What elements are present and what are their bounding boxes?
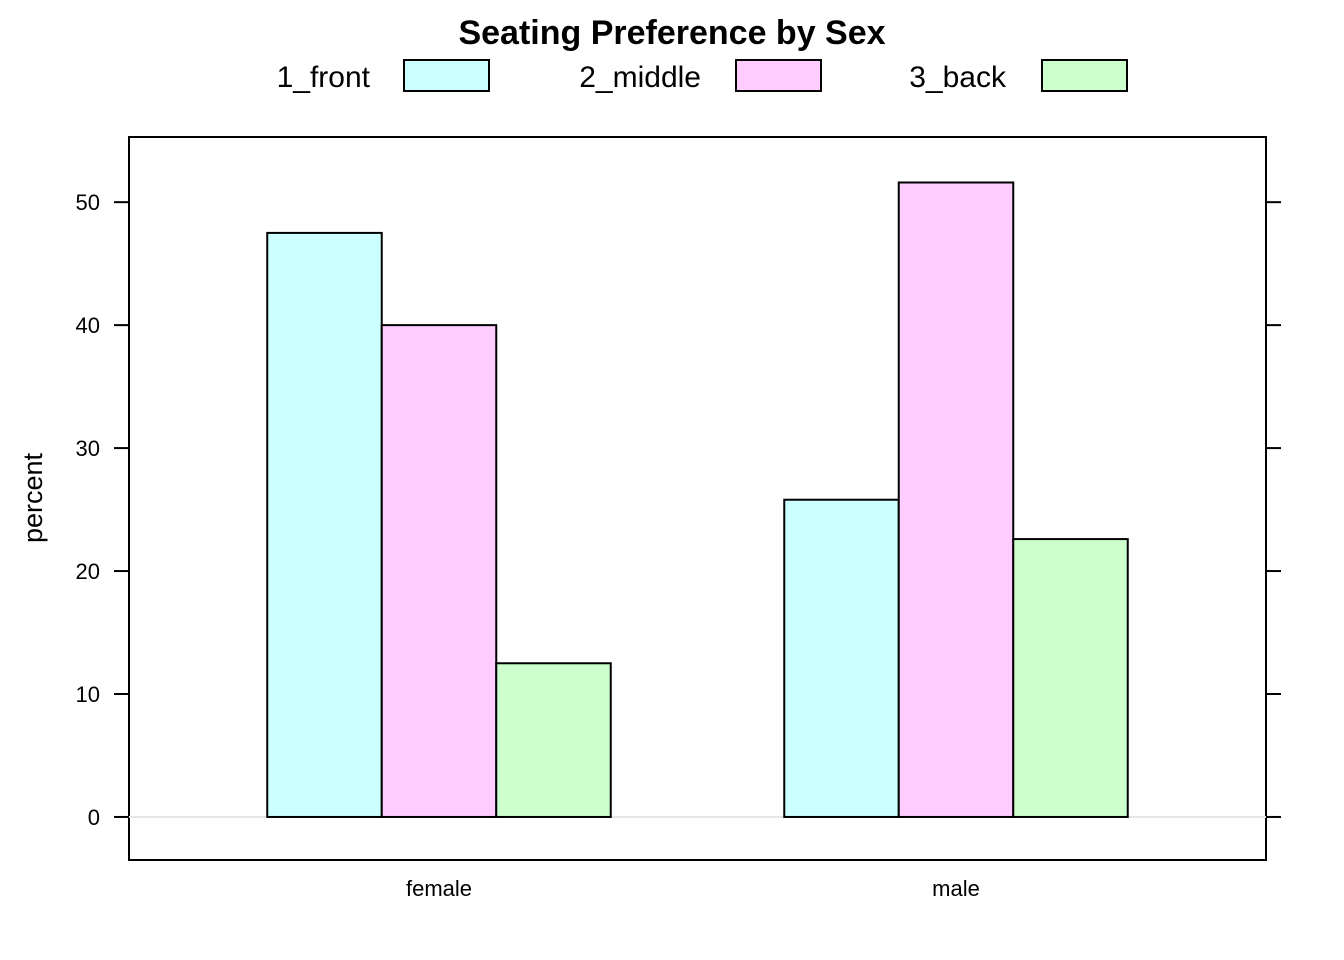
- y-tick-label: 30: [76, 436, 100, 461]
- legend-swatch: [735, 59, 822, 92]
- legend-label: 1_front: [277, 61, 371, 94]
- y-tick-label: 0: [88, 805, 100, 830]
- legend-label: 3_back: [909, 61, 1007, 94]
- y-tick-label: 20: [76, 559, 100, 584]
- y-axis: 0 10 20 30 40 50: [76, 190, 1281, 830]
- y-tick-label: 40: [76, 313, 100, 338]
- bar-male-2_middle: [897, 181, 1015, 818]
- plot-frame: [128, 136, 1267, 861]
- legend: 1_front 2_middle 3_back: [277, 59, 1128, 94]
- bar-female-2_middle: [380, 324, 498, 818]
- x-tick-label: female: [406, 876, 472, 901]
- chart-title: Seating Preference by Sex: [458, 14, 885, 52]
- bar-male-3_back: [1012, 538, 1129, 818]
- x-tick-label: male: [932, 876, 980, 901]
- y-axis-label: percent: [18, 452, 48, 543]
- legend-swatch: [403, 59, 490, 92]
- y-tick-label: 10: [76, 682, 100, 707]
- x-axis: female male: [406, 876, 980, 901]
- bar-female-1_front: [266, 231, 383, 818]
- bars: [266, 181, 1129, 818]
- bar-female-3_back: [495, 662, 612, 818]
- bar-male-1_front: [783, 498, 900, 818]
- legend-swatch: [1041, 59, 1128, 92]
- y-tick-label: 50: [76, 190, 100, 215]
- legend-label: 2_middle: [579, 61, 701, 94]
